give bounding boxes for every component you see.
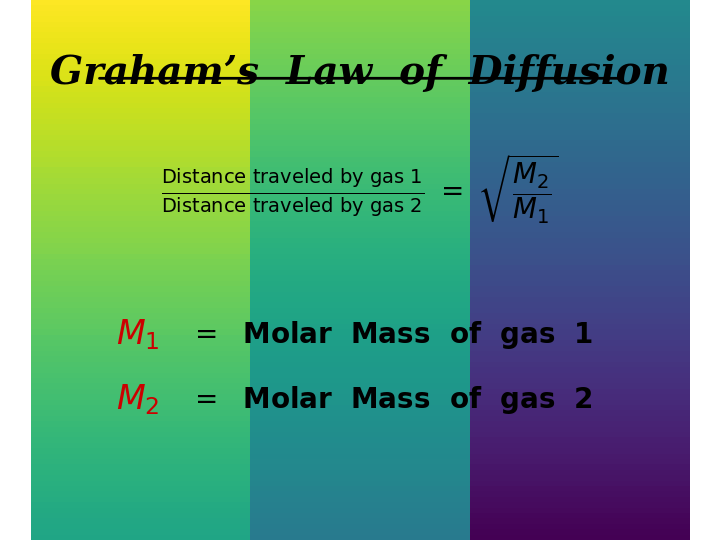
Text: $=$  Molar  Mass  of  gas  1: $=$ Molar Mass of gas 1	[189, 319, 593, 351]
Text: $\boldsymbol{M_1}$: $\boldsymbol{M_1}$	[117, 318, 160, 352]
Text: $=$  Molar  Mass  of  gas  2: $=$ Molar Mass of gas 2	[189, 383, 593, 416]
Text: Graham’s  Law  of  Diffusion: Graham’s Law of Diffusion	[50, 54, 670, 92]
Text: $\frac{\mathrm{Distance\ traveled\ by\ gas\ 1}}{\mathrm{Distance\ traveled\ by\ : $\frac{\mathrm{Distance\ traveled\ by\ g…	[161, 152, 559, 226]
Text: $\boldsymbol{M_2}$: $\boldsymbol{M_2}$	[117, 382, 160, 417]
